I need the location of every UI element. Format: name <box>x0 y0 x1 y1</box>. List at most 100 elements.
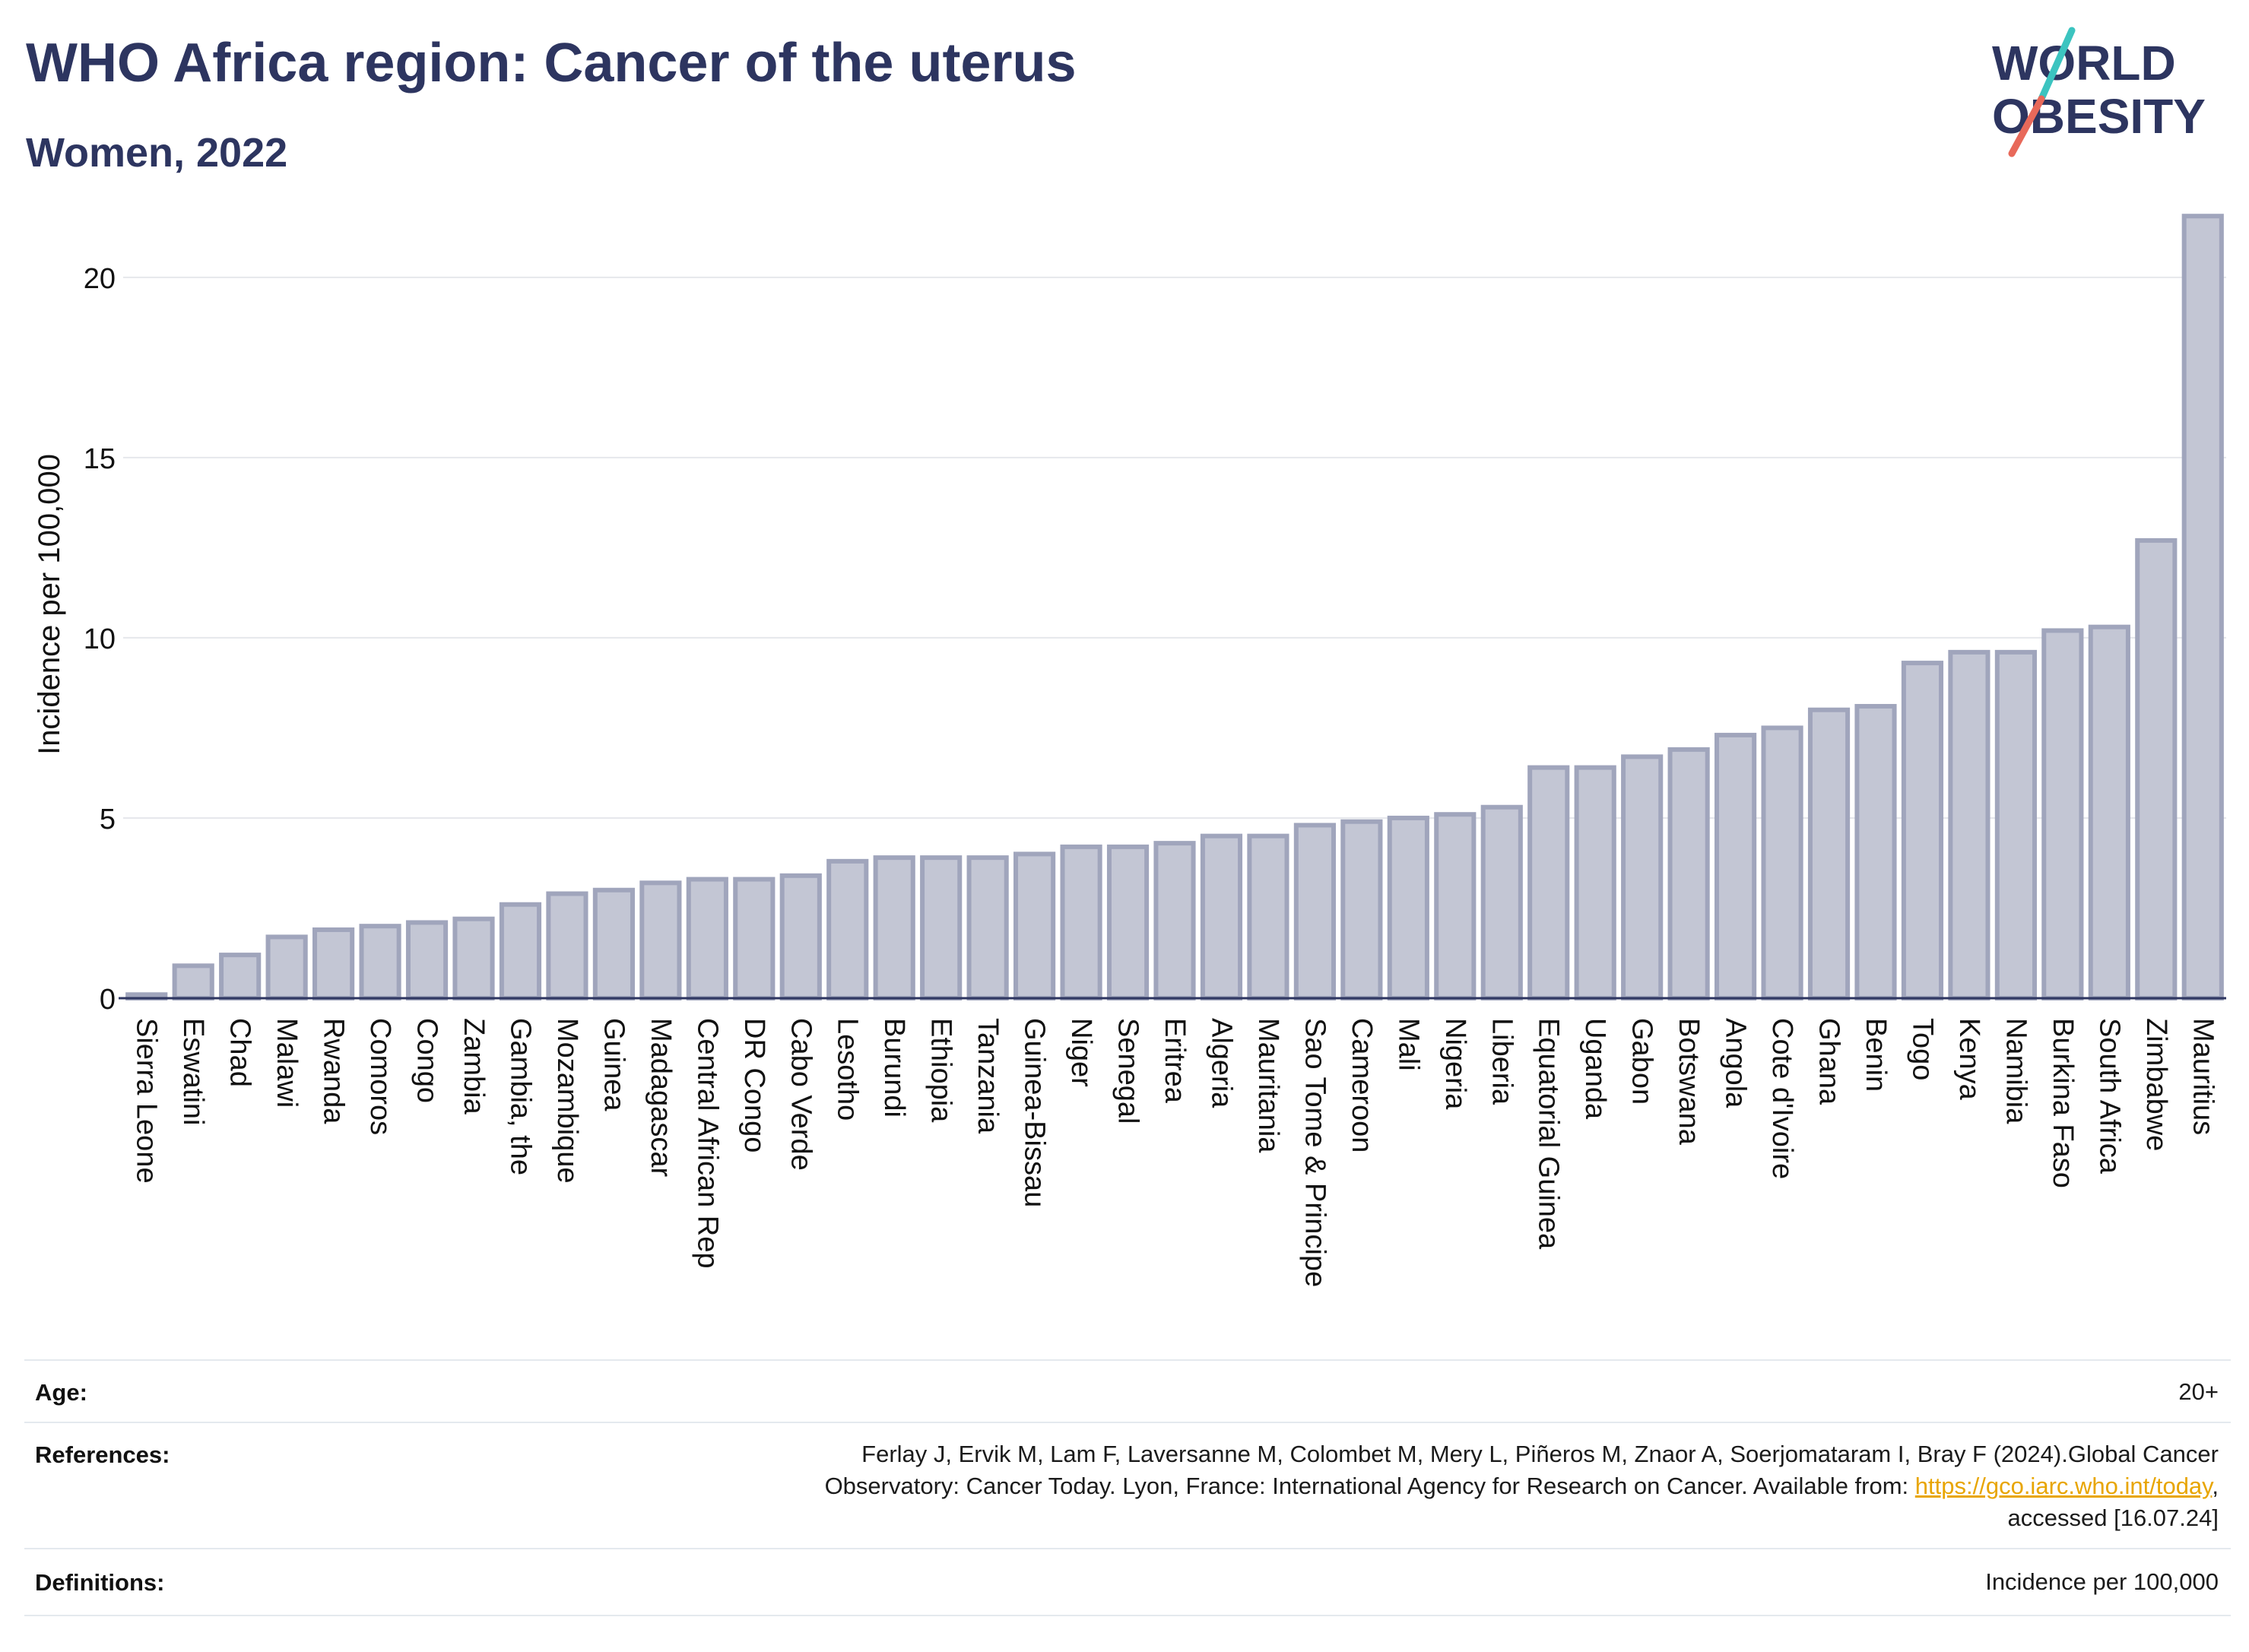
x-tick-label: Guinea-Bissau <box>1019 1018 1051 1207</box>
x-tick-label: Namibia <box>2000 1018 2032 1124</box>
x-tick-label: DR Congo <box>738 1018 770 1153</box>
x-tick-label: Kenya <box>1953 1018 1985 1101</box>
x-tick-label: Cabo Verde <box>785 1018 817 1171</box>
logo-slash-bottom <box>2008 95 2045 157</box>
x-tick-label: Malawi <box>271 1018 303 1108</box>
chart-title: WHO Africa region: Cancer of the uterus <box>26 33 1077 94</box>
x-tick-labels: Sierra Leone Eswatini Chad Malawi Rwanda Como… <box>131 1018 2219 1287</box>
x-tick-label: Cote d'Ivoire <box>1766 1018 1798 1179</box>
bar <box>1153 841 1196 1000</box>
x-tick-label: Comoros <box>364 1018 396 1135</box>
x-tick-label: Guinea <box>598 1018 630 1111</box>
bar <box>686 877 728 1001</box>
bar <box>452 916 495 1000</box>
definitions-value: Incidence per 100,000 <box>1985 1568 2219 1595</box>
chart-subtitle: Women, 2022 <box>26 130 288 176</box>
bar <box>2041 628 2084 1000</box>
x-tick-label: Gabon <box>1626 1018 1658 1105</box>
bar-chart: 0 5 10 15 20 Sierra Leone Eswatini Chad Malawi R… <box>33 214 2226 1287</box>
bar <box>265 934 308 1000</box>
x-tick-label: Burkina Faso <box>2047 1018 2079 1188</box>
bar <box>1667 747 1710 1000</box>
x-tick-label: South Africa <box>2093 1018 2125 1175</box>
bar <box>779 873 822 1000</box>
bar <box>1434 812 1477 1000</box>
x-tick-label: Sao Tome & Principe <box>1299 1018 1331 1287</box>
y-tick-label: 15 <box>84 443 116 475</box>
logo-line-1: WORLD <box>1992 36 2176 90</box>
references-link[interactable]: https://gco.iarc.who.int/today <box>1914 1473 2213 1499</box>
x-tick-label: Mozambique <box>551 1018 583 1184</box>
bar <box>873 855 915 1000</box>
x-tick-label: Rwanda <box>318 1018 350 1124</box>
bar <box>1574 765 1616 1001</box>
y-tick-labels: 0 5 10 15 20 <box>84 263 116 1016</box>
bar <box>1621 754 1664 1000</box>
age-value: 20+ <box>2178 1378 2219 1405</box>
bar <box>826 858 869 1000</box>
y-tick-label: 10 <box>84 623 116 655</box>
bar <box>219 953 262 1001</box>
bar <box>1340 819 1383 1000</box>
x-tick-label: Uganda <box>1579 1018 1611 1120</box>
bar <box>966 855 1009 1000</box>
bar <box>1715 732 1757 1000</box>
bar <box>920 855 963 1000</box>
x-tick-label: Chad <box>224 1018 256 1087</box>
bar <box>546 891 588 1001</box>
bar <box>1106 844 1150 1001</box>
bar <box>1948 649 1990 1000</box>
x-tick-label: Lesotho <box>832 1018 864 1121</box>
x-tick-label: Liberia <box>1486 1018 1518 1105</box>
x-tick-label: Mauritius <box>2187 1018 2219 1135</box>
bar <box>1293 823 1336 1001</box>
bar <box>499 902 542 1000</box>
references-line-3: accessed [16.07.24] <box>2007 1505 2219 1531</box>
x-tick-label: Nigeria <box>1439 1018 1471 1110</box>
x-tick-label: Algeria <box>1205 1018 1237 1108</box>
x-tick-label: Tanzania <box>972 1018 1004 1134</box>
footer-row-age: Age: 20+ <box>24 1359 2231 1423</box>
footer-row-references: References: Ferlay J, Ervik M, Lam F, La… <box>24 1422 2231 1549</box>
bar <box>1247 833 1289 1000</box>
references-line-2-text: Observatory: Cancer Today. Lyon, France:… <box>824 1473 1915 1499</box>
logo-slash-top <box>2038 27 2076 103</box>
y-axis-label: Incidence per 100,000 <box>33 454 66 755</box>
bar <box>312 927 355 1000</box>
logo-line-2: OBESITY <box>1992 89 2206 144</box>
bars <box>125 214 2224 1001</box>
bar <box>1013 851 1056 1001</box>
bar <box>1060 844 1102 1001</box>
x-tick-label: Congo <box>411 1018 443 1103</box>
world-obesity-logo: WORLD OBESITY <box>1992 27 2206 157</box>
age-label: Age: <box>35 1379 87 1406</box>
x-tick-label: Niger <box>1065 1018 1097 1087</box>
references-label: References: <box>35 1441 170 1468</box>
bar <box>1901 661 1944 1000</box>
bar <box>2088 624 2130 1000</box>
y-tick-label: 20 <box>84 263 116 295</box>
bar <box>2181 214 2224 1000</box>
bar <box>359 924 401 1000</box>
y-tick-label: 0 <box>100 984 116 1016</box>
references-line-2: Observatory: Cancer Today. Lyon, France:… <box>825 1470 2219 1502</box>
x-tick-label: Mali <box>1392 1018 1424 1071</box>
references-line-1: Ferlay J, Ervik M, Lam F, Laversanne M, … <box>861 1441 2219 1467</box>
bar <box>1854 703 1897 1001</box>
bar <box>1527 765 1570 1001</box>
x-tick-label: Gambia, the <box>504 1018 536 1175</box>
x-tick-label: Burundi <box>878 1018 910 1118</box>
x-tick-label: Eritrea <box>1159 1018 1191 1104</box>
references-line-2-end: , <box>2212 1473 2219 1499</box>
x-tick-label: Mauritania <box>1252 1018 1284 1153</box>
bar <box>1200 833 1243 1000</box>
x-tick-label: Angola <box>1720 1018 1752 1108</box>
references-text: Ferlay J, Ervik M, Lam F, Laversanne M, … <box>825 1438 2219 1534</box>
bar <box>1480 804 1523 1000</box>
bar <box>1807 707 1851 1001</box>
bar <box>405 920 449 1001</box>
x-tick-label: Benin <box>1860 1018 1892 1092</box>
x-tick-label: Zambia <box>458 1018 490 1115</box>
x-tick-label: Cameroon <box>1346 1018 1378 1153</box>
x-tick-label: Central African Rep <box>691 1018 723 1269</box>
